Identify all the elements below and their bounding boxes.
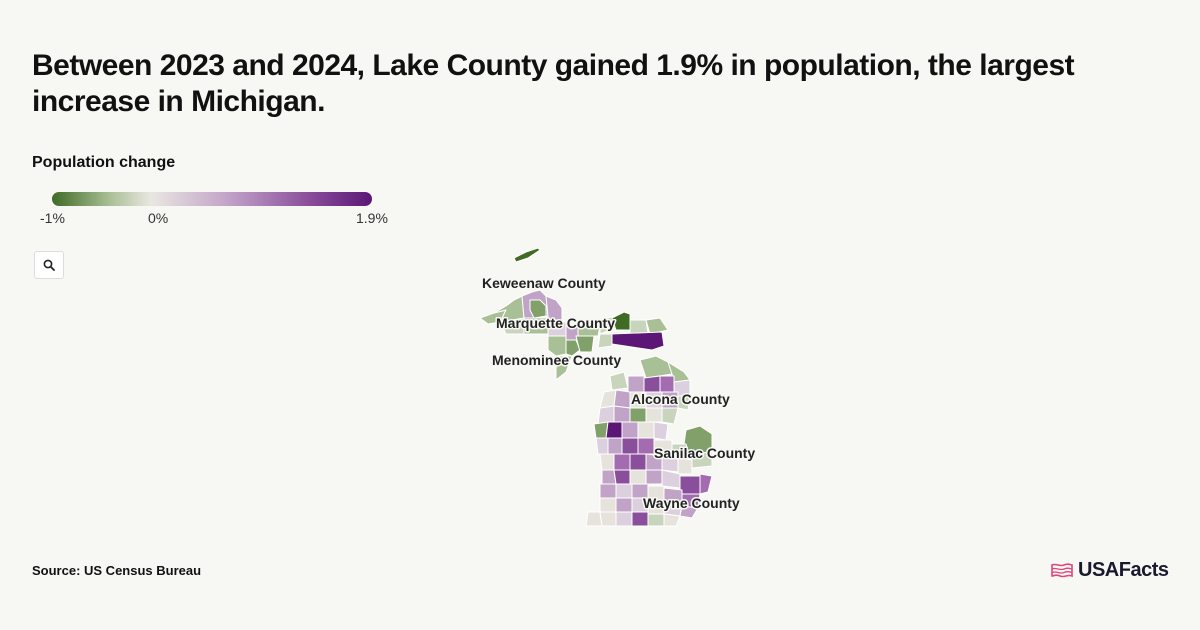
- chart-title: Between 2023 and 2024, Lake County gaine…: [32, 49, 1075, 118]
- county-shape[interactable]: [677, 457, 693, 475]
- county-shape[interactable]: [629, 453, 647, 471]
- county-shape[interactable]: [613, 469, 631, 485]
- county-shape[interactable]: [629, 469, 647, 485]
- county-shape[interactable]: [597, 405, 615, 425]
- county-shape[interactable]: [663, 513, 681, 527]
- lower-peninsula: [585, 355, 713, 527]
- brand-logo[interactable]: USAFacts: [1050, 559, 1169, 582]
- county-shape[interactable]: [615, 483, 633, 499]
- county-shape[interactable]: [629, 319, 649, 335]
- county-shape[interactable]: [599, 497, 617, 513]
- county-shape[interactable]: [637, 421, 655, 439]
- callout-keweenaw-county: Keweenaw County: [482, 275, 606, 291]
- county-shape[interactable]: [547, 335, 567, 357]
- county-shape[interactable]: [699, 473, 713, 495]
- county-shape[interactable]: [565, 339, 581, 357]
- county-shape[interactable]: [585, 511, 603, 527]
- county-shape[interactable]: [659, 375, 675, 393]
- county-shape[interactable]: [645, 317, 669, 335]
- county-shape[interactable]: [677, 395, 691, 411]
- county-shape[interactable]: [679, 505, 699, 519]
- county-shape[interactable]: [595, 437, 609, 455]
- upper-peninsula: [479, 247, 669, 381]
- legend-min-label: -1%: [40, 210, 65, 226]
- county-shape[interactable]: [653, 421, 669, 441]
- source-note: Source: US Census Bureau: [32, 563, 202, 578]
- callout-alcona-county: Alcona County: [631, 391, 730, 407]
- county-shape[interactable]: [631, 511, 649, 527]
- county-callouts: Keweenaw County Marquette County Menomin…: [481, 274, 757, 513]
- county-shape[interactable]: [639, 355, 673, 379]
- legend-color-bar: [52, 192, 372, 206]
- county-shape[interactable]: [605, 421, 623, 439]
- county-shape[interactable]: [599, 511, 617, 527]
- county-shape[interactable]: [607, 437, 623, 455]
- county-shape[interactable]: [613, 389, 631, 409]
- county-shape[interactable]: [643, 375, 661, 393]
- callout-menominee-county: Menominee County: [492, 352, 621, 368]
- county-shape[interactable]: [627, 375, 645, 393]
- county-shape[interactable]: [599, 483, 617, 499]
- callout-wayne-county: Wayne County: [643, 495, 740, 511]
- county-shape[interactable]: [597, 333, 613, 349]
- county-shape[interactable]: [661, 469, 681, 489]
- county-shape[interactable]: [645, 469, 663, 485]
- county-shape[interactable]: [679, 475, 701, 495]
- county-shape[interactable]: [529, 299, 547, 319]
- legend-title: Population change: [32, 154, 176, 171]
- county-shape[interactable]: [645, 407, 663, 423]
- county-shape[interactable]: [615, 511, 633, 527]
- brand-name: USAFacts: [1078, 559, 1169, 581]
- county-shape[interactable]: [647, 513, 665, 527]
- county-shape[interactable]: [513, 247, 541, 263]
- county-shape[interactable]: [599, 453, 615, 471]
- zoom-button[interactable]: [34, 251, 64, 279]
- county-shape[interactable]: [637, 437, 655, 455]
- county-shape[interactable]: [613, 405, 631, 423]
- usa-flag-icon: [1051, 562, 1073, 577]
- county-shape[interactable]: [621, 437, 639, 455]
- county-shape[interactable]: [577, 325, 601, 337]
- county-shape[interactable]: [615, 497, 633, 513]
- callout-sanilac-county: Sanilac County: [654, 445, 755, 461]
- county-shape[interactable]: [609, 371, 629, 391]
- county-shape[interactable]: [611, 331, 665, 351]
- county-shape[interactable]: [621, 421, 639, 439]
- county-shape[interactable]: [661, 407, 679, 425]
- legend-mid-label: 0%: [148, 210, 169, 226]
- callout-marquette-county: Marquette County: [496, 315, 615, 331]
- county-shape[interactable]: [613, 453, 631, 471]
- county-shape[interactable]: [671, 443, 691, 459]
- legend-max-label: 1.9%: [356, 210, 388, 226]
- county-shape[interactable]: [629, 407, 647, 423]
- county-shape[interactable]: [555, 355, 573, 381]
- search-icon: [43, 259, 55, 271]
